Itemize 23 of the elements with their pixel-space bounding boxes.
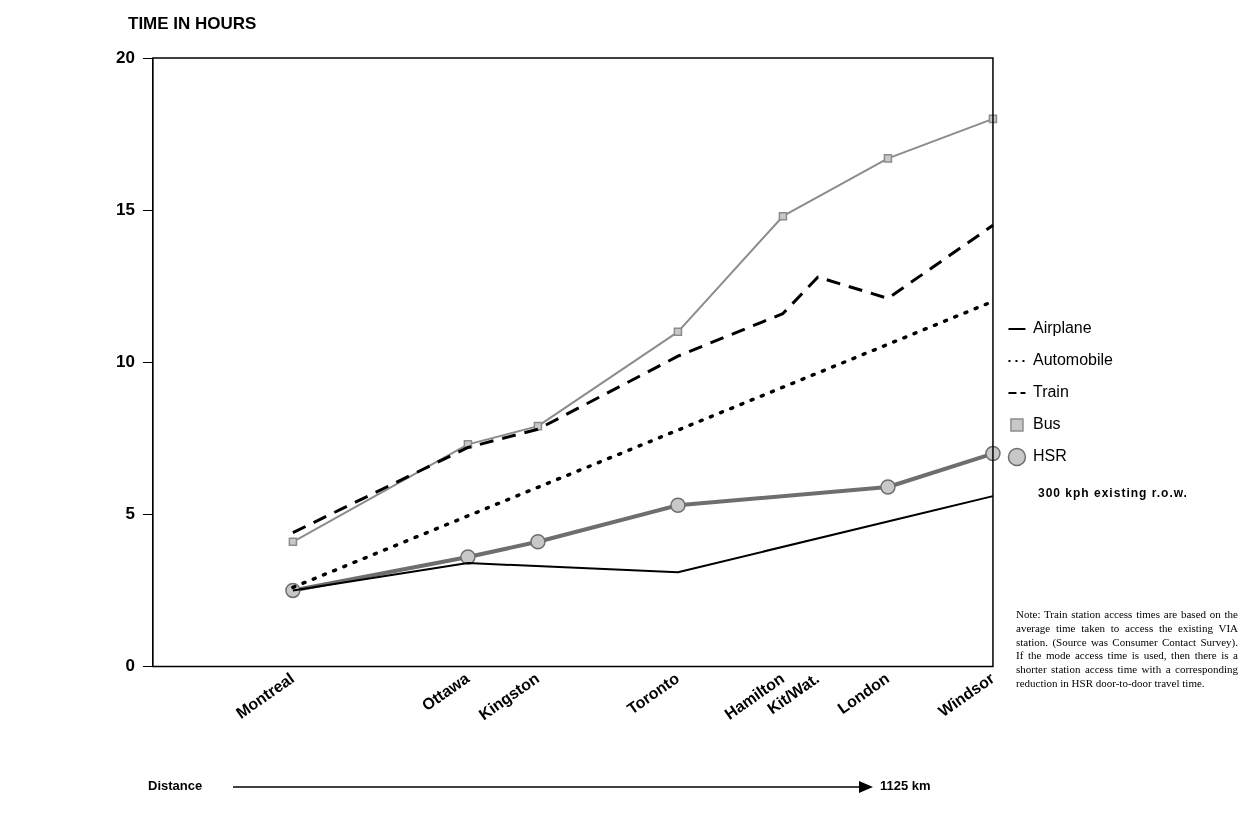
point (670, 497, 686, 514)
y-axis-title: TIME IN HOURS (128, 14, 257, 34)
point (288, 537, 298, 547)
text: 1125 km (880, 778, 931, 793)
point (883, 154, 893, 163)
text: Note: Train station access times are based on the average time taken to access the existing VIA station. (Source was Consumer Contact Survey). If the mode access time is used, then there is a shorter station access time with a corresponding reduction in HSR door-to-door travel time. (1016, 608, 1238, 691)
point (778, 211, 788, 221)
point (460, 549, 476, 565)
point (530, 534, 546, 550)
point (673, 327, 683, 337)
legend-label: Train (1032, 383, 1069, 401)
y-tick-label: 5 (125, 504, 135, 524)
legend-label: Bus (1032, 415, 1061, 433)
y-tick-label: 0 (125, 656, 135, 676)
legend-label: Airplane (1032, 319, 1092, 337)
y-tick-label: 20 (115, 47, 135, 67)
legend-label: Automobile (1032, 351, 1114, 369)
text: 300 kph existing r.o.w. (1038, 486, 1188, 500)
text: Distance (148, 778, 203, 793)
point (880, 479, 896, 495)
y-tick-label: 15 (115, 199, 135, 219)
y-tick-label: 10 (115, 351, 135, 371)
legend-label: HSR (1032, 447, 1067, 465)
